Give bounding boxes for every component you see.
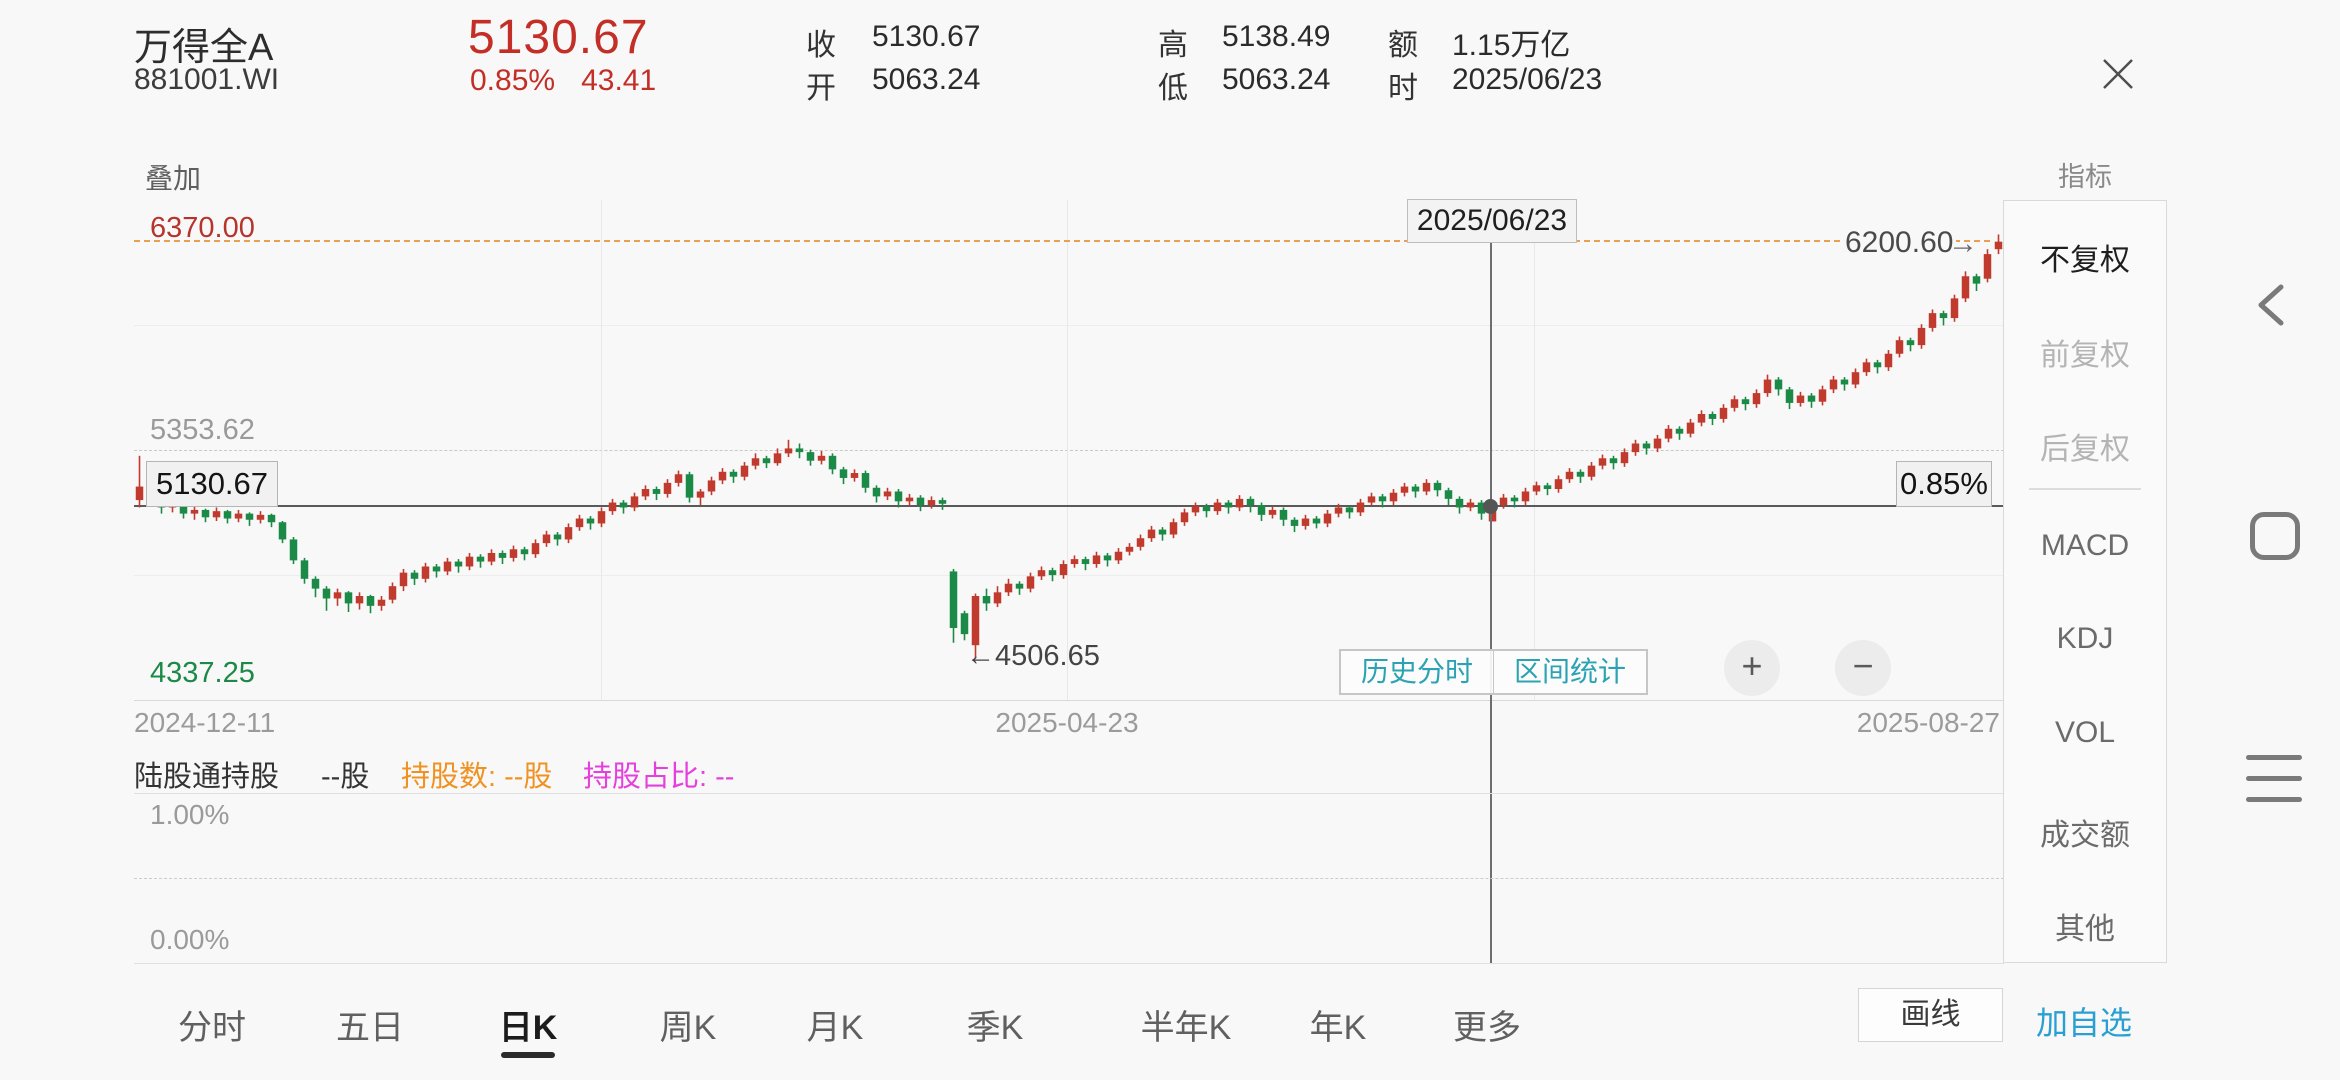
tab-quarterly-k[interactable]: 季K (966, 1009, 1024, 1047)
stat-amount-value: 1.15万亿 (1452, 29, 1571, 62)
crosshair-dot (1483, 499, 1498, 514)
tab-weekly-k[interactable]: 周K (659, 1009, 717, 1047)
android-back-icon[interactable] (2253, 283, 2293, 327)
chart-tools-group: 历史分时 区间统计 (1339, 649, 1648, 695)
instrument-code: 881001.WI (134, 63, 280, 96)
crosshair-percent-label: 0.85% (1896, 461, 1992, 507)
change-percent: 0.85% (470, 64, 556, 97)
stat-high-value: 5138.49 (1222, 20, 1331, 53)
subpanel-y-max-label: 1.00% (150, 799, 230, 830)
holdings-shares-value: --股 (321, 761, 370, 793)
price-change: 0.85% 43.41 (470, 64, 682, 98)
stat-low-label: 低 (1158, 72, 1188, 105)
crosshair-date-label: 2025/06/23 (1407, 199, 1577, 243)
low-point-annotation: ←4506.65 (966, 640, 1100, 672)
indicator-amount-item[interactable]: 成交额 (2040, 819, 2130, 852)
gridline-v1 (601, 200, 602, 700)
candlestick-chart[interactable] (134, 200, 2004, 700)
indicator-other-item[interactable]: 其他 (2055, 913, 2115, 946)
x-axis-date-mid: 2025-04-23 (995, 707, 1139, 738)
subpanel-mid-gridline (134, 878, 2004, 879)
stat-open-label: 开 (806, 72, 836, 105)
android-home-icon[interactable] (2250, 512, 2300, 560)
tab-five-day[interactable]: 五日 (336, 1009, 404, 1047)
chart-bottom-border (134, 700, 2004, 701)
holdings-count: 持股数: --股 (401, 761, 553, 793)
instrument-title: 万得全A (134, 27, 274, 69)
tab-yearly-k[interactable]: 年K (1309, 1009, 1367, 1047)
latest-price-line (134, 240, 1990, 242)
subpanel-y-min-label: 0.00% (150, 924, 230, 955)
latest-price-arrow-icon: → (1948, 227, 1978, 260)
indicator-kdj-item[interactable]: KDJ (2056, 622, 2114, 655)
overlay-button[interactable]: 叠加 (145, 163, 202, 194)
tab-more[interactable]: 更多 (1453, 1009, 1521, 1047)
current-price-line (134, 505, 2004, 507)
holdings-ratio: 持股占比: -- (583, 761, 735, 793)
tab-monthly-k[interactable]: 月K (806, 1009, 864, 1047)
gridline-v3 (1534, 200, 1535, 700)
active-tab-underline (501, 1052, 555, 1058)
close-icon[interactable] (2098, 54, 2138, 94)
crosshair-price-label: 5130.67 (146, 461, 278, 507)
stat-amount-label: 额 (1388, 29, 1418, 62)
y-axis-max-label: 6370.00 (150, 212, 255, 244)
x-axis-date-start: 2024-12-11 (134, 707, 276, 738)
indicator-panel-header: 指标 (2058, 162, 2112, 192)
last-price: 5130.67 (468, 11, 649, 64)
tab-intraday[interactable]: 分时 (178, 1009, 246, 1047)
stat-high-label: 高 (1158, 29, 1188, 62)
x-axis-date-end: 2025-08-27 (1856, 707, 2000, 738)
stat-time-value: 2025/06/23 (1452, 63, 1603, 96)
tab-half-year-k[interactable]: 半年K (1140, 1009, 1232, 1047)
adjust-forward-item[interactable]: 前复权 (2040, 339, 2130, 372)
subpanel-bottom-border (134, 963, 2004, 964)
add-watchlist-button[interactable]: 加自选 (2036, 1005, 2133, 1041)
change-absolute: 43.41 (581, 64, 657, 97)
subpanel-top-border (134, 793, 2004, 794)
holdings-series-name: 陆股通持股 (134, 761, 280, 793)
indicator-vol-item[interactable]: VOL (2054, 716, 2116, 749)
range-statistics-button[interactable]: 区间统计 (1493, 651, 1646, 693)
crosshair-vertical-line (1490, 243, 1492, 963)
gridline-h-mid (134, 450, 2004, 451)
adjust-none-item[interactable]: 不复权 (2040, 244, 2130, 277)
zoom-in-button[interactable]: + (1724, 640, 1780, 696)
indicator-panel (2003, 200, 2167, 963)
adjust-backward-item[interactable]: 后复权 (2040, 433, 2130, 466)
stat-low-value: 5063.24 (1222, 63, 1331, 96)
gridline-h3 (134, 575, 2004, 576)
stat-open-value: 5063.24 (872, 63, 981, 96)
gridline-h1 (134, 325, 2004, 326)
y-axis-min-label: 4337.25 (150, 657, 255, 689)
stat-close-label: 收 (806, 29, 836, 62)
sidebar-divider (2029, 488, 2141, 490)
indicator-macd-item[interactable]: MACD (2040, 529, 2130, 562)
draw-line-button[interactable]: 画线 (1858, 988, 2003, 1042)
history-intraday-button[interactable]: 历史分时 (1360, 656, 1473, 687)
y-axis-mid-label: 5353.62 (150, 414, 255, 446)
latest-price-label: 6200.60 (1842, 226, 1957, 260)
stat-time-label: 时 (1388, 72, 1418, 105)
gridline-v2 (1067, 200, 1068, 700)
zoom-out-button[interactable]: − (1835, 640, 1891, 696)
tab-daily-k[interactable]: 日K (498, 1009, 558, 1047)
stat-close-value: 5130.67 (872, 20, 981, 53)
